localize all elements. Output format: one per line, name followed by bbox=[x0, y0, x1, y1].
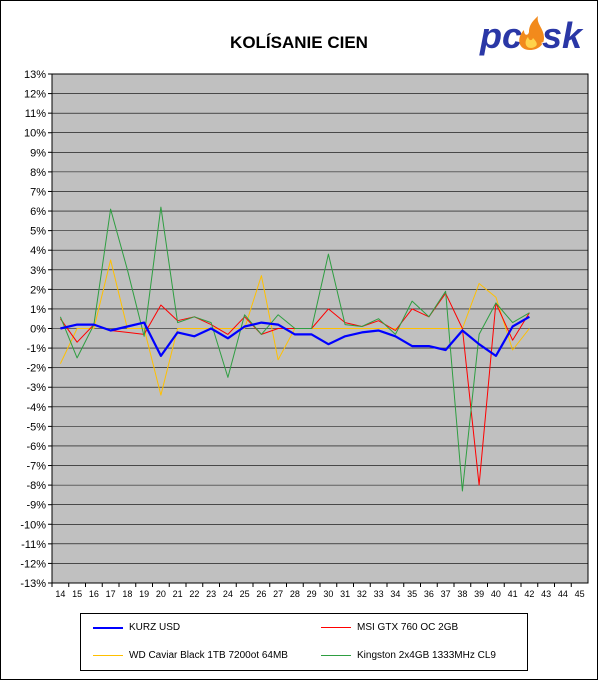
legend-label: KURZ USD bbox=[129, 622, 181, 633]
legend-label: MSI GTX 760 OC 2GB bbox=[357, 622, 459, 633]
series-lines bbox=[59, 206, 530, 492]
x-tick-label: 23 bbox=[206, 589, 216, 599]
legend-label: WD Caviar Black 1TB 7200ot 64MB bbox=[129, 650, 288, 661]
legend-item-kingston: Kingston 2x4GB 1333MHz CL9 bbox=[321, 650, 496, 661]
y-tick-label: 8% bbox=[30, 167, 46, 179]
pcsk-logo: pc sk bbox=[478, 14, 585, 56]
y-tick-label: 11% bbox=[25, 108, 46, 120]
y-tick-label: 7% bbox=[30, 186, 46, 198]
y-tick-label: 0% bbox=[30, 324, 46, 336]
x-tick-label: 16 bbox=[89, 589, 99, 599]
legend-swatch bbox=[93, 655, 123, 656]
x-tick-label: 31 bbox=[340, 589, 350, 599]
x-tick-label: 29 bbox=[307, 589, 317, 599]
x-tick-label: 19 bbox=[139, 589, 149, 599]
x-tick-label: 35 bbox=[407, 589, 417, 599]
chart-title: KOLÍSANIE CIEN bbox=[230, 33, 368, 52]
x-tick-label: 26 bbox=[256, 589, 266, 599]
y-tick-label: 3% bbox=[30, 265, 46, 277]
x-tick-label: 20 bbox=[156, 589, 166, 599]
y-tick-label: -7% bbox=[26, 461, 46, 473]
y-tick-label: 12% bbox=[24, 89, 46, 101]
x-tick-label: 27 bbox=[273, 589, 283, 599]
x-tick-label: 22 bbox=[189, 589, 199, 599]
x-tick-label: 44 bbox=[558, 589, 568, 599]
x-tick-label: 45 bbox=[575, 589, 585, 599]
x-tick-label: 24 bbox=[223, 589, 233, 599]
x-tick-label: 30 bbox=[323, 589, 333, 599]
y-tick-label: -13% bbox=[20, 578, 46, 590]
legend-item-wd-caviar: WD Caviar Black 1TB 7200ot 64MB bbox=[93, 650, 288, 661]
y-tick-label: 4% bbox=[30, 245, 46, 257]
x-axis-ticks: 14 15 16 17 18 19 20 21 22 23 24 25 26 27 28 29 30 31 32 33… bbox=[51, 583, 585, 599]
x-tick-label: 43 bbox=[541, 589, 551, 599]
line-chart: 13% 12% 11% 10% 9% 8% 7% 6% 5% 4% 3% 2% 1% 0% -1% -2% -3… bbox=[20, 69, 589, 599]
series-line-0 bbox=[60, 315, 530, 357]
y-tick-label: -9% bbox=[26, 500, 46, 512]
x-tick-label: 17 bbox=[106, 589, 116, 599]
y-tick-label: -1% bbox=[26, 343, 46, 355]
x-tick-label: 25 bbox=[240, 589, 250, 599]
x-tick-label: 18 bbox=[122, 589, 132, 599]
logo-text-right: sk bbox=[542, 15, 584, 56]
x-tick-label: 14 bbox=[55, 589, 65, 599]
y-axis-ticks: 13% 12% 11% 10% 9% 8% 7% 6% 5% 4% 3% 2% 1% 0% -1% -2% -3… bbox=[20, 69, 52, 590]
x-tick-label: 36 bbox=[424, 589, 434, 599]
y-tick-label: 9% bbox=[30, 147, 46, 159]
x-tick-label: 41 bbox=[508, 589, 518, 599]
legend-label: Kingston 2x4GB 1333MHz CL9 bbox=[357, 650, 496, 661]
chart-legend: KURZ USD MSI GTX 760 OC 2GB WD Caviar Bl… bbox=[80, 613, 528, 671]
y-tick-label: 1% bbox=[30, 304, 46, 316]
y-tick-label: -12% bbox=[20, 558, 46, 570]
y-tick-label: -6% bbox=[26, 441, 46, 453]
legend-item-kurz-usd: KURZ USD bbox=[93, 622, 180, 633]
x-tick-label: 37 bbox=[441, 589, 451, 599]
y-tick-label: -2% bbox=[26, 363, 46, 375]
x-tick-label: 38 bbox=[457, 589, 467, 599]
y-tick-label: -11% bbox=[21, 539, 46, 551]
legend-swatch bbox=[93, 626, 123, 629]
y-tick-label: -3% bbox=[26, 382, 46, 394]
logo-text-left: pc bbox=[479, 15, 522, 56]
series-line-3 bbox=[59, 206, 530, 492]
x-tick-label: 32 bbox=[357, 589, 367, 599]
y-tick-label: -4% bbox=[26, 402, 46, 414]
y-tick-label: 6% bbox=[30, 206, 46, 218]
legend-item-msi-gtx: MSI GTX 760 OC 2GB bbox=[321, 622, 458, 633]
x-tick-label: 39 bbox=[474, 589, 484, 599]
x-tick-label: 21 bbox=[173, 589, 183, 599]
legend-swatch bbox=[321, 627, 351, 628]
y-tick-label: 5% bbox=[30, 226, 46, 238]
y-tick-label: 13% bbox=[24, 69, 46, 81]
x-tick-label: 40 bbox=[491, 589, 501, 599]
y-tick-label: 2% bbox=[30, 284, 46, 296]
legend-swatch bbox=[321, 655, 351, 656]
flame-icon bbox=[519, 16, 544, 50]
y-tick-label: -10% bbox=[20, 519, 46, 531]
x-tick-label: 42 bbox=[524, 589, 534, 599]
y-tick-label: -8% bbox=[26, 480, 46, 492]
y-tick-label: -5% bbox=[26, 421, 46, 433]
x-tick-label: 34 bbox=[390, 589, 400, 599]
y-tick-label: 10% bbox=[24, 128, 46, 140]
x-tick-label: 15 bbox=[72, 589, 82, 599]
x-tick-label: 28 bbox=[290, 589, 300, 599]
x-tick-label: 33 bbox=[374, 589, 384, 599]
